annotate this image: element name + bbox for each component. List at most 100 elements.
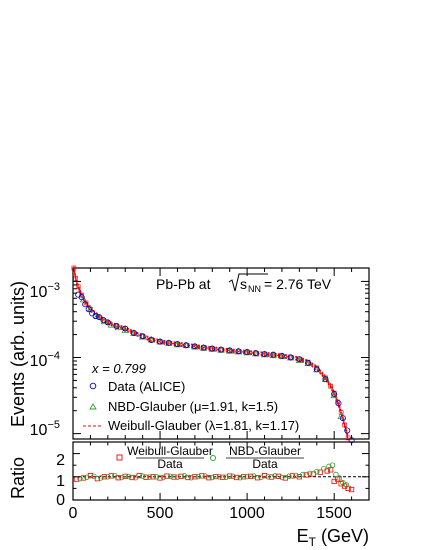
data-point	[287, 354, 294, 361]
svg-text:= 2.76 TeV: = 2.76 TeV	[264, 276, 332, 292]
ratio-nbd-point	[251, 473, 257, 479]
data-point	[104, 319, 111, 326]
nbd-point	[121, 326, 129, 333]
weibull-point	[105, 320, 111, 325]
ratio-nbd-point	[132, 475, 139, 481]
svg-text:s: s	[240, 276, 247, 292]
data-point	[174, 341, 181, 348]
ratio-weibull-point	[275, 473, 282, 479]
ratio-nbd-point	[188, 475, 195, 481]
ratio-nbd-point	[265, 474, 271, 480]
ratio-weibull-point	[317, 469, 323, 475]
x-tick-label-1500: 1500	[316, 505, 352, 522]
data-point	[139, 333, 146, 340]
ratio-nbd-point	[244, 473, 250, 480]
data-point	[85, 306, 92, 313]
sqrt-radical	[228, 273, 268, 292]
ratio-y-tick-label-2: 2	[56, 452, 65, 469]
ratio-nbd-point	[333, 471, 339, 478]
ratio-nbd-point	[343, 482, 350, 488]
ratio-nbd-point	[84, 474, 90, 480]
ratio-data-marks	[73, 462, 355, 493]
data-point	[296, 356, 303, 363]
ratio-nbd-point	[146, 474, 153, 480]
ratio-weibull-point	[101, 474, 107, 480]
ratio-nbd-point	[216, 474, 222, 480]
data-point	[331, 391, 338, 398]
ratio-legend-numerator-nbd: NBD-Glauber	[229, 444, 301, 458]
data-point	[313, 366, 320, 373]
ratio-nbd-point	[223, 474, 229, 480]
main-axis-ticks	[72, 268, 370, 439]
data-point	[92, 313, 99, 320]
data-point	[209, 345, 216, 352]
ratio-axis-ticks	[72, 441, 370, 501]
data-point	[278, 352, 285, 359]
data-point	[130, 329, 137, 336]
ratio-y-axis-label: Ratio	[8, 457, 28, 499]
ratio-nbd-point	[272, 473, 278, 479]
ratio-nbd-point	[307, 470, 313, 477]
legend-label-nbd: NBD-Glauber (μ=1.91, k=1.5)	[108, 399, 278, 414]
ratio-nbd-point	[237, 475, 243, 481]
ratio-nbd-point	[167, 473, 174, 480]
nbd-point	[114, 323, 122, 331]
data-point	[339, 415, 346, 422]
ratio-weibull-point	[171, 474, 177, 480]
ratio-weibull-point	[157, 475, 163, 481]
x-tick-label-1000: 1000	[229, 505, 265, 522]
data-point	[78, 294, 85, 301]
data-point	[122, 325, 129, 332]
data-point	[235, 348, 242, 355]
ratio-weibull-point	[164, 473, 170, 479]
ratio-weibull-point	[178, 473, 184, 479]
weibull-point	[328, 383, 333, 389]
nbd-point	[330, 391, 338, 399]
ratio-weibull-point	[122, 473, 128, 479]
weibull-curve	[73, 269, 349, 440]
data-point	[191, 343, 198, 350]
ratio-weibull-point	[289, 473, 295, 479]
ratio-weibull-point	[234, 474, 240, 481]
weibull-point	[96, 314, 102, 320]
nbd-point	[295, 356, 304, 363]
ratio-panel: 0 1 2 Ratio Weibull-Glauber Data NBD-Gla…	[8, 441, 370, 549]
nbd-point	[93, 312, 102, 320]
ratio-nbd-point	[293, 472, 299, 479]
ratio-nbd-point	[160, 474, 167, 481]
ratio-nbd-point	[209, 474, 215, 481]
ratio-legend-denominator-weibull: Data	[157, 457, 183, 471]
ratio-nbd-point	[174, 474, 181, 480]
weibull-point	[73, 275, 78, 281]
ratio-legend-numerator-weibull: Weibull-Glauber	[127, 444, 213, 458]
data-point	[335, 400, 342, 407]
data-point	[82, 301, 89, 308]
ratio-nbd-point	[230, 473, 236, 480]
ratio-nbd-point	[329, 462, 336, 468]
ratio-nbd-point	[119, 474, 125, 481]
svg-text:NN: NN	[248, 284, 261, 294]
y-tick-label-1e-3: 10−3	[30, 281, 60, 301]
ratio-y-tick-label-0: 0	[56, 492, 65, 509]
y-tick-label-1e-5: 10−5	[30, 419, 60, 439]
data-point	[183, 342, 190, 349]
weibull-point	[335, 399, 340, 405]
main-y-axis-label: Events (arb. units)	[8, 281, 28, 427]
data-point	[148, 336, 155, 343]
main-data-marks	[71, 265, 355, 444]
data-point	[200, 344, 207, 351]
ratio-nbd-point	[279, 474, 285, 481]
ratio-legend-denominator-nbd: Data	[252, 457, 278, 471]
main-plot-frame	[72, 267, 370, 440]
weibull-curve	[73, 267, 349, 439]
data-point	[322, 376, 329, 383]
ratio-nbd-point	[321, 465, 327, 472]
ratio-weibull-point	[150, 474, 156, 480]
ratio-nbd-point	[112, 472, 118, 479]
x-value-annotation: x = 0.799	[91, 361, 146, 376]
data-point	[244, 349, 251, 356]
ratio-weibull-point	[143, 474, 149, 480]
ratio-nbd-point	[314, 468, 320, 475]
x-tick-label-500: 500	[147, 505, 174, 522]
